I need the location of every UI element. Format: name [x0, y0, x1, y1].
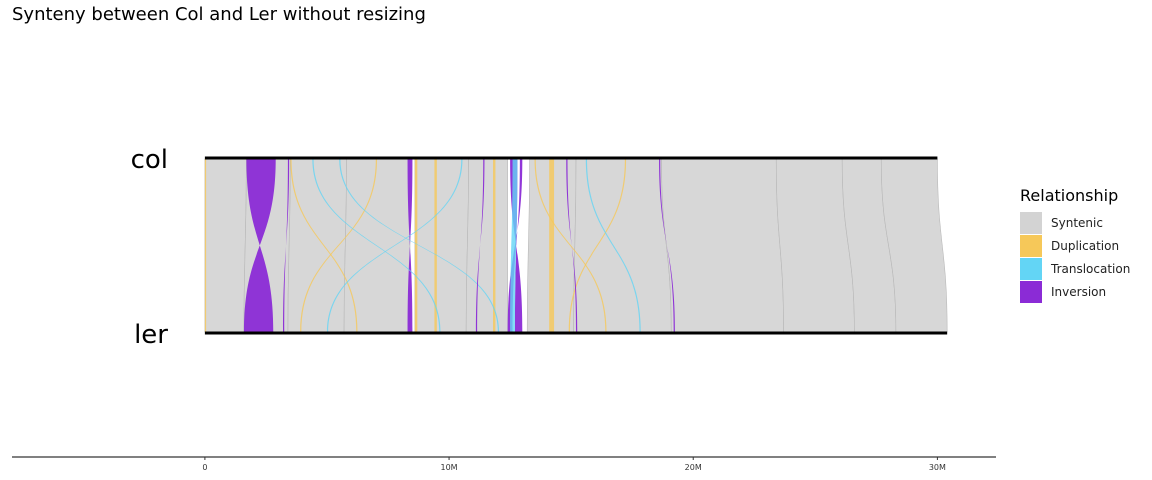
synteny-block-inversion-13	[407, 159, 413, 332]
x-tick-label-1: 10M	[441, 463, 458, 472]
synteny-block-duplication-17	[204, 159, 207, 332]
synteny-block-inversion-32	[566, 159, 578, 332]
synteny-block-inversion-12	[243, 159, 276, 332]
synteny-block-translocation-26	[312, 159, 441, 332]
legend-label-translocation: Translocation	[1051, 261, 1131, 276]
synteny-blocks	[204, 158, 948, 333]
synteny-block-duplication-19	[434, 159, 437, 332]
synteny-block-duplication-23	[300, 159, 378, 332]
synteny-block-translocation-16	[510, 159, 518, 332]
synteny-block-translocation-28	[339, 159, 500, 332]
legend-label-syntenic: Syntenic	[1051, 215, 1103, 230]
synteny-block-inversion-33	[659, 159, 675, 332]
synteny-block-syntenic-8	[661, 158, 784, 333]
x-tick-label-3: 30M	[929, 463, 946, 472]
synteny-block-duplication-21	[549, 159, 555, 332]
x-tick-label-2: 20M	[685, 463, 702, 472]
synteny-block-translocation-29	[585, 159, 641, 332]
genome-label-col: col	[131, 145, 168, 175]
synteny-block-duplication-25	[568, 159, 627, 332]
synteny-block-syntenic-5	[465, 158, 508, 333]
synteny-block-syntenic-0	[204, 158, 247, 333]
legend-label-inversion: Inversion	[1051, 284, 1107, 299]
chart-title: Synteny between Col and Ler without resi…	[12, 4, 426, 25]
legend-swatch-syntenic	[1020, 211, 1042, 234]
legend-title: Relationship	[1020, 186, 1119, 205]
synteny-block-translocation-27	[326, 159, 463, 332]
genome-label-ler: ler	[134, 320, 168, 350]
legend-item-translocation: Translocation	[1020, 257, 1130, 280]
legend-item-inversion: Inversion	[1020, 280, 1130, 303]
synteny-block-duplication-24	[534, 159, 607, 332]
x-tick-label-0: 0	[202, 463, 207, 472]
synteny-block-inversion-30	[283, 159, 290, 332]
synteny-block-inversion-31	[475, 159, 485, 332]
legend-item-syntenic: Syntenic	[1020, 211, 1130, 234]
legend-swatch-duplication	[1020, 234, 1042, 257]
synteny-block-duplication-22	[290, 159, 358, 332]
legend: Relationship Syntenic Duplication Transl…	[1020, 186, 1130, 303]
legend-label-duplication: Duplication	[1051, 238, 1120, 253]
synteny-block-duplication-20	[493, 159, 496, 332]
legend-item-duplication: Duplication	[1020, 234, 1130, 257]
synteny-block-duplication-18	[414, 159, 418, 332]
legend-swatch-inversion	[1020, 280, 1042, 303]
legend-swatch-translocation	[1020, 257, 1042, 280]
synteny-plot: col ler 0 10M 20M 30M	[12, 145, 996, 472]
synteny-block-syntenic-4	[414, 158, 469, 333]
x-axis-ticks: 0 10M 20M 30M	[202, 457, 946, 472]
